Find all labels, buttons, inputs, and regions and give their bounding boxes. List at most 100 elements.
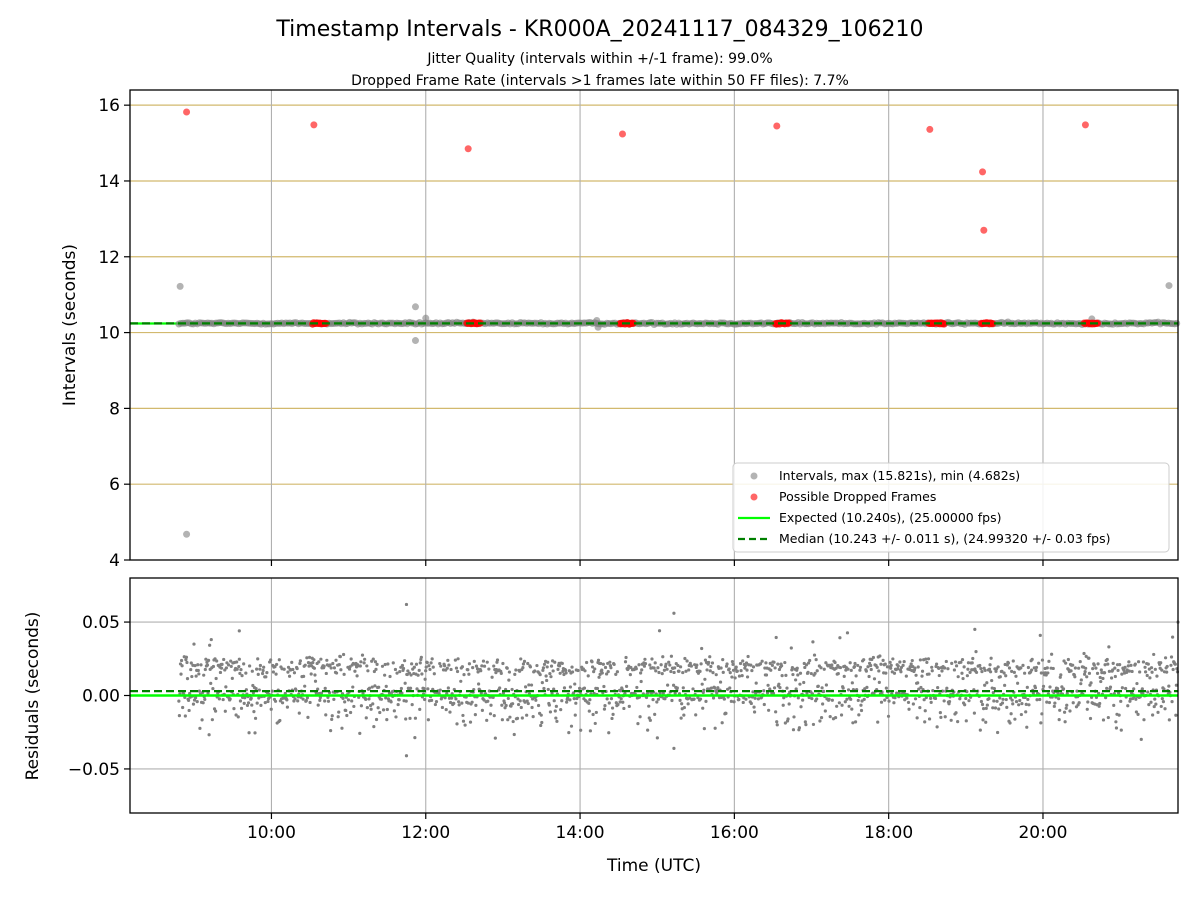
residual-point [752,705,756,709]
residual-point [700,646,704,651]
residual-point [819,716,824,720]
residual-point [959,660,963,664]
residual-point [1053,701,1057,705]
residual-point [287,674,292,678]
intervals-y-tick-label: 10 [98,324,120,344]
residual-point [1160,668,1164,672]
residual-point [467,662,472,666]
residual-point [776,662,780,666]
residual-point [795,666,799,670]
residual-point [406,669,410,673]
residual-point [177,699,181,703]
residual-point [337,710,341,714]
residual-point [845,631,850,635]
residual-point [694,713,698,717]
residual-point [1015,681,1020,685]
residual-point [264,675,268,679]
residual-point [1143,670,1148,674]
residual-point [607,731,611,735]
residual-point [1004,674,1008,678]
residual-point [346,698,351,702]
residual-point [964,719,968,723]
residual-point [809,671,813,676]
residual-point [865,685,869,689]
residual-point [838,665,843,670]
residual-point [848,661,852,665]
residual-point [282,667,286,671]
residual-point [1038,697,1042,702]
residual-point [851,721,855,725]
residual-point [588,698,592,702]
residual-point [639,679,643,684]
residual-point [558,671,562,675]
residual-point [943,666,947,670]
residual-point [728,686,732,690]
residual-point [403,659,407,663]
residual-point [842,674,846,678]
residual-point [446,686,450,690]
residual-point [1018,698,1022,703]
intervals-x-tick-marks [270,560,1044,566]
residual-point [597,675,601,679]
residual-point [1097,691,1101,695]
residual-point [1055,686,1060,691]
residual-point [879,700,884,704]
residual-point [929,700,933,704]
residual-point [525,713,529,717]
residual-point [875,665,879,669]
residual-point [430,657,434,661]
residual-point [494,671,498,675]
residual-point [799,705,803,709]
residual-point [651,698,655,702]
dropped-frame-point [629,319,637,327]
residual-point [535,663,539,668]
residual-point [898,660,902,664]
residual-point [980,702,985,707]
residual-point [889,663,893,667]
residual-point [989,656,993,660]
residual-point [895,691,899,695]
residual-point [416,673,420,677]
residual-point [463,723,467,727]
residual-point [893,696,897,700]
residual-point [408,716,412,720]
residual-point [1046,671,1050,675]
residual-point [916,665,920,669]
residual-point [520,716,524,720]
residual-point [692,697,696,701]
residual-point [902,659,906,664]
residual-point [533,669,537,673]
residual-point [1123,665,1127,669]
residual-point [937,666,941,671]
residual-point [1170,635,1175,639]
residual-point [1008,721,1012,725]
residual-point [1113,666,1117,670]
residual-point [1127,669,1131,673]
residual-point [297,711,301,715]
residual-point [721,670,725,674]
residual-point [498,686,502,690]
interval-outlier-point [411,337,419,345]
residual-point [686,702,690,706]
residual-point [352,704,356,709]
residual-point [367,686,372,690]
residual-point [913,697,918,701]
residual-point [277,658,281,662]
residuals-panel: −0.05 0.00 0.05 10:00 12:00 14:00 16:00 18:00 2… [23,577,1180,843]
residual-point [1167,718,1171,722]
residual-point [262,665,266,669]
residual-point [1174,713,1178,717]
residual-point [687,668,691,672]
residual-point [1050,652,1054,656]
residual-point [1152,652,1156,657]
residual-point [762,702,766,707]
residual-point [1012,670,1016,674]
residual-point [703,677,707,681]
residual-point [459,679,463,683]
residual-point [1078,660,1082,664]
residual-point [560,699,564,703]
residual-point [307,655,312,659]
residual-point [507,670,511,674]
residual-point [506,718,510,722]
residual-point [883,662,887,666]
